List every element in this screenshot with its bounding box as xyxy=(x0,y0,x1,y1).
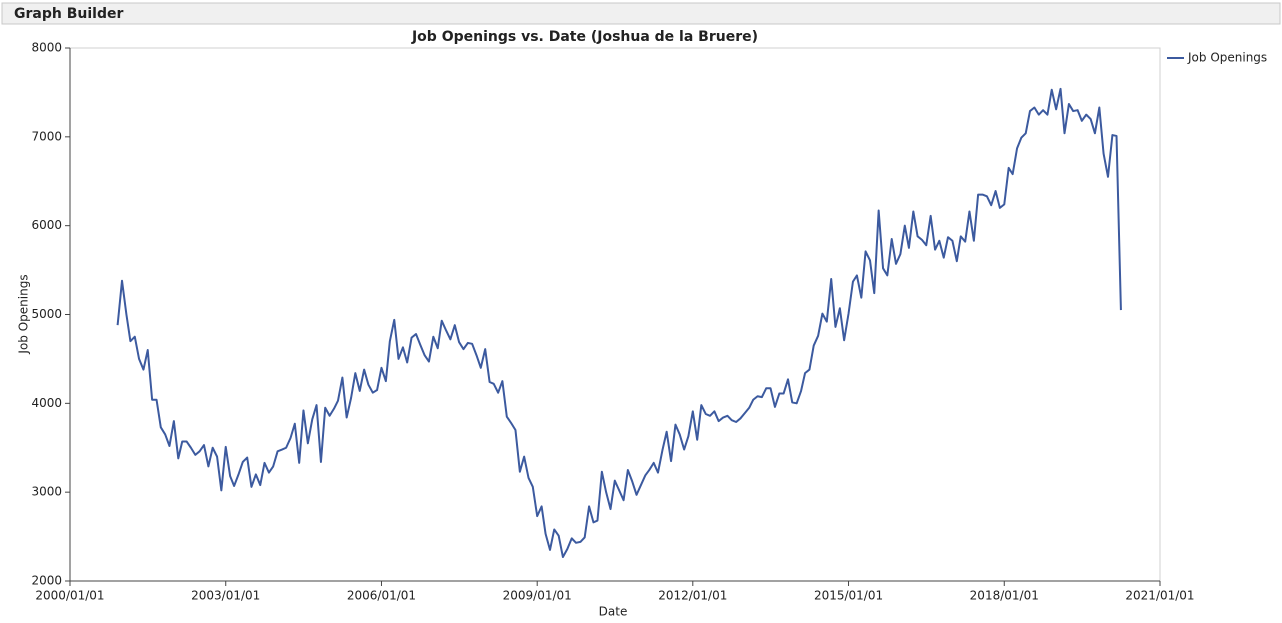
x-tick-label: 2006/01/01 xyxy=(347,589,416,603)
y-tick-label: 6000 xyxy=(31,218,62,232)
legend-label: Job Openings xyxy=(1187,51,1267,65)
x-tick-label: 2000/01/01 xyxy=(35,589,104,603)
x-tick-label: 2003/01/01 xyxy=(191,589,260,603)
x-tick-label: 2012/01/01 xyxy=(658,589,727,603)
y-tick-label: 8000 xyxy=(31,41,62,55)
y-tick-label: 2000 xyxy=(31,574,62,588)
chart-title: Job Openings vs. Date (Joshua de la Brue… xyxy=(411,29,758,45)
y-tick-label: 4000 xyxy=(31,396,62,410)
x-axis-label: Date xyxy=(599,605,628,619)
x-tick-label: 2015/01/01 xyxy=(814,589,883,603)
y-tick-label: 3000 xyxy=(31,485,62,499)
x-tick-label: 2009/01/01 xyxy=(503,589,572,603)
x-tick-label: 2018/01/01 xyxy=(970,589,1039,603)
header-bar xyxy=(1,2,1281,25)
series-line xyxy=(116,87,1122,559)
plot-frame xyxy=(69,47,1161,582)
header-title: Graph Builder xyxy=(14,6,123,22)
x-tick-label: 2021/01/01 xyxy=(1125,589,1194,603)
y-axis-label: Job Openings xyxy=(17,274,31,354)
y-tick-label: 7000 xyxy=(31,129,62,143)
y-tick-label: 5000 xyxy=(31,307,62,321)
